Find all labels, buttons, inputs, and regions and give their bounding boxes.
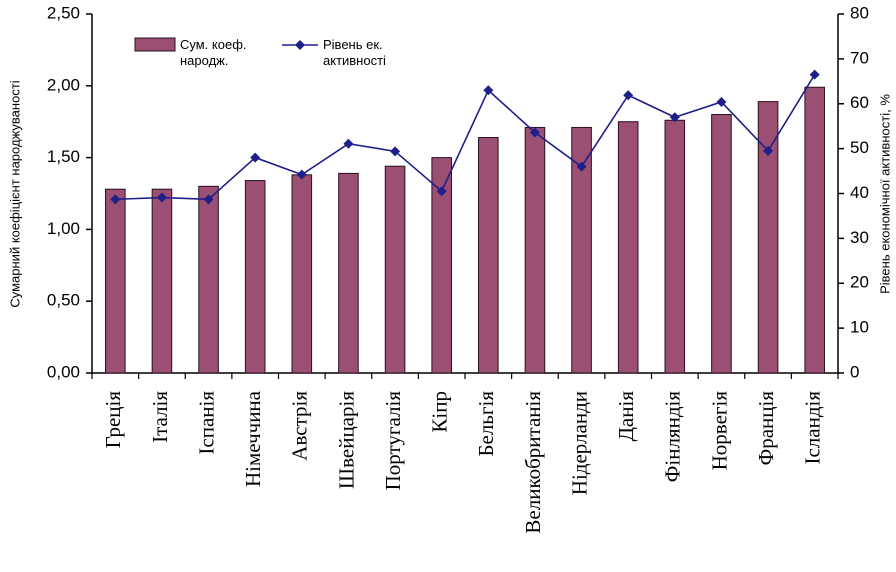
- x-tick-label: Німеччина: [241, 390, 265, 487]
- bar: [431, 157, 452, 374]
- marker: [156, 192, 167, 203]
- marker: [716, 96, 727, 107]
- marker: [763, 145, 774, 156]
- x-tick-label: Кіпр: [428, 391, 452, 433]
- x-tick-label: Іспанія: [194, 391, 218, 455]
- legend-marker: [295, 40, 305, 50]
- x-tick-label: Італія: [148, 391, 172, 443]
- y2-tick-label: 20: [850, 273, 869, 292]
- marker: [623, 90, 634, 101]
- y-axis-title: Сумарний коефіцієнт народжуваності: [7, 80, 22, 307]
- y-tick-label: 0,50: [47, 291, 80, 310]
- legend-swatch: [134, 37, 176, 52]
- marker: [110, 194, 121, 205]
- legend-label: Рівень ек. активності: [323, 37, 386, 68]
- marker: [250, 152, 261, 163]
- x-tick-label: Бельгія: [474, 391, 498, 457]
- marker: [390, 146, 401, 157]
- y-tick-label: 2,50: [47, 3, 80, 22]
- bar: [711, 114, 732, 374]
- y2-tick-label: 10: [850, 318, 869, 337]
- y2-tick-label: 0: [850, 362, 859, 381]
- y2-axis-title: Рівень економічної активності, %: [877, 94, 892, 294]
- x-tick-label: Греція: [101, 391, 125, 449]
- bar: [571, 126, 592, 374]
- y-tick-label: 2,00: [47, 75, 80, 94]
- y2-tick-label: 70: [850, 48, 869, 67]
- bar: [244, 180, 266, 374]
- bar: [151, 188, 173, 374]
- y-tick-label: 1,00: [47, 219, 80, 238]
- bar: [291, 174, 313, 374]
- y2-tick-label: 60: [850, 93, 869, 112]
- x-tick-label: Норвегія: [707, 391, 731, 471]
- x-tick-label: Франція: [754, 391, 778, 466]
- bar: [478, 136, 499, 374]
- bar: [338, 172, 359, 374]
- bar: [384, 165, 406, 374]
- marker: [809, 69, 820, 80]
- x-tick-label: Ісландія: [801, 391, 825, 465]
- bar: [524, 126, 546, 374]
- marker: [343, 138, 354, 149]
- marker: [529, 127, 540, 138]
- x-tick-label: Нідерланди: [567, 391, 591, 495]
- x-tick-label: Португалія: [381, 391, 405, 491]
- bar: [105, 188, 126, 374]
- marker: [296, 169, 307, 180]
- y-tick-label: 1,50: [47, 147, 80, 166]
- marker: [576, 161, 587, 172]
- x-tick-label: Фінляндія: [661, 391, 685, 483]
- y2-tick-label: 40: [850, 183, 869, 202]
- marker: [669, 112, 680, 123]
- marker: [436, 186, 447, 197]
- x-tick-label: Швейцарія: [334, 391, 358, 489]
- legend-label: Сум. коеф. народж.: [180, 37, 247, 68]
- y2-tick-label: 50: [850, 138, 869, 157]
- bar: [198, 185, 219, 374]
- y2-tick-label: 80: [850, 3, 869, 22]
- line: [115, 74, 816, 201]
- marker: [483, 85, 494, 96]
- y2-tick-label: 30: [850, 228, 869, 247]
- bar: [757, 101, 779, 374]
- x-tick-label: Великобританія: [521, 391, 545, 534]
- bar: [804, 86, 825, 374]
- bar: [617, 121, 639, 374]
- y-tick-label: 0,00: [47, 362, 80, 381]
- x-tick-label: Данія: [614, 391, 638, 442]
- marker: [203, 194, 214, 205]
- bar: [664, 119, 686, 374]
- x-tick-label: Австрія: [288, 391, 312, 461]
